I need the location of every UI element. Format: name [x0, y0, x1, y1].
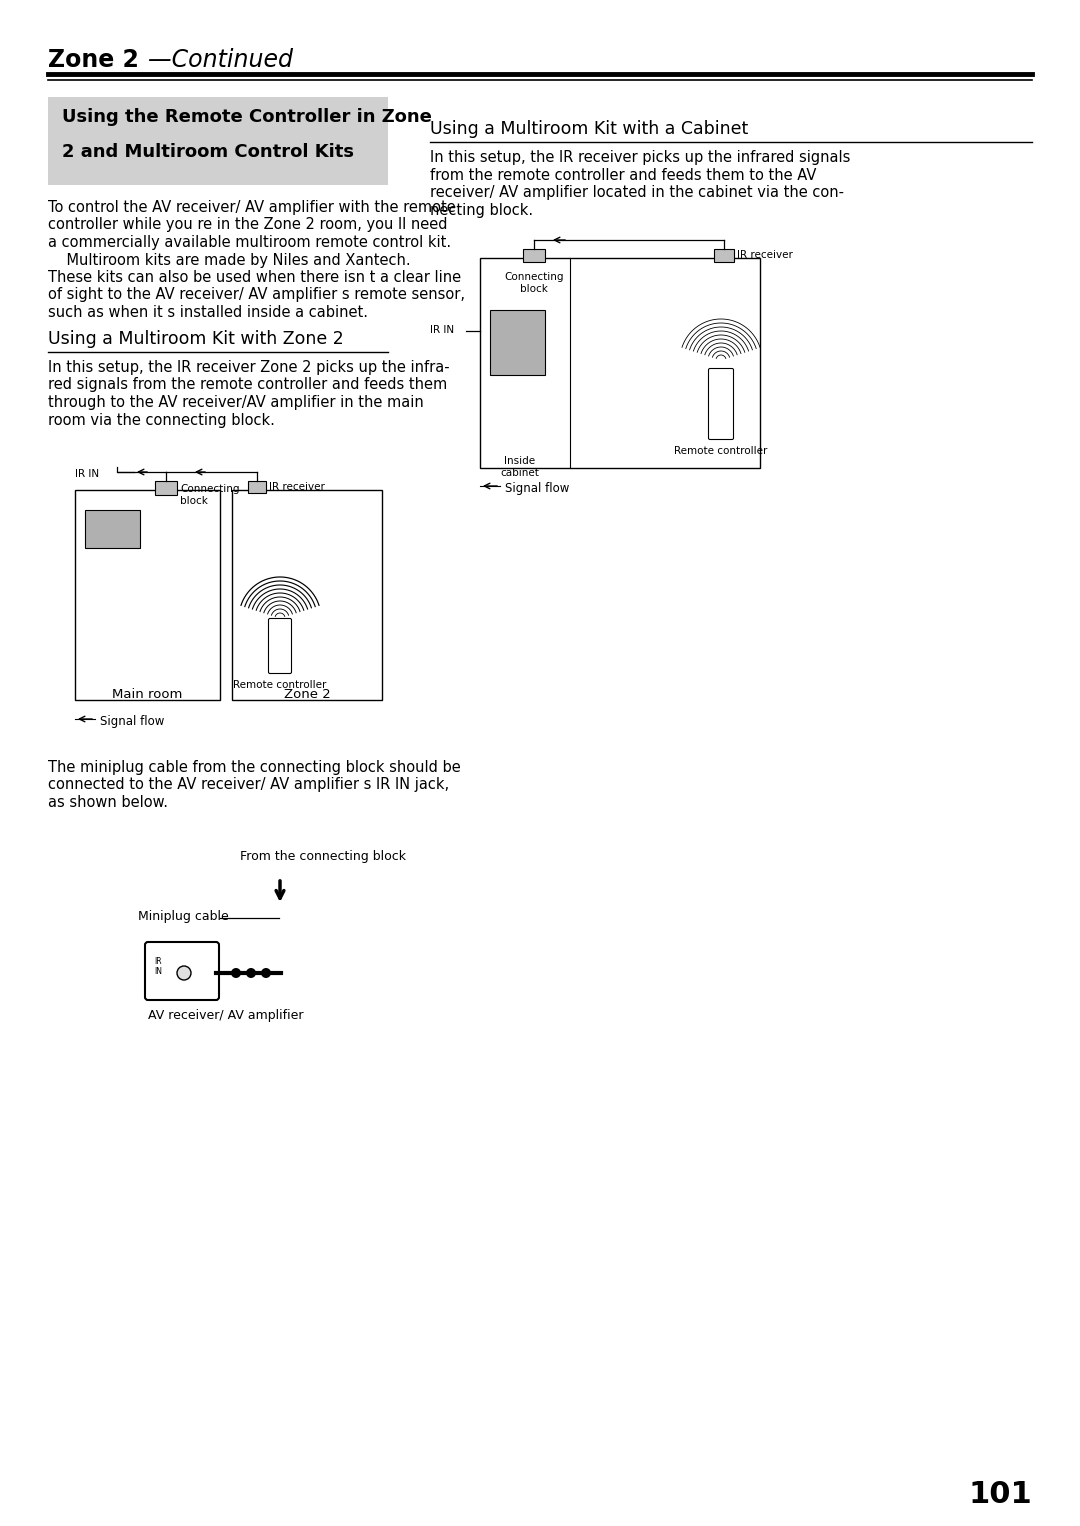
Text: IR IN: IR IN — [430, 325, 454, 336]
Text: IR IN: IR IN — [75, 468, 99, 479]
Text: Multiroom kits are made by Niles and Xantech.: Multiroom kits are made by Niles and Xan… — [48, 252, 410, 267]
FancyBboxPatch shape — [269, 618, 292, 673]
Bar — [714, 249, 734, 262]
Text: from the remote controller and feeds them to the AV: from the remote controller and feeds the… — [430, 168, 816, 183]
Circle shape — [177, 966, 191, 980]
Circle shape — [246, 967, 256, 978]
Text: through to the AV receiver/AV amplifier in the main: through to the AV receiver/AV amplifier … — [48, 395, 423, 410]
Bar — [232, 490, 382, 700]
Text: Signal flow: Signal flow — [100, 716, 164, 728]
Text: Remote controller: Remote controller — [674, 446, 768, 456]
Text: Miniplug cable: Miniplug cable — [138, 909, 229, 923]
Text: room via the connecting block.: room via the connecting block. — [48, 412, 275, 427]
Text: Using a Multiroom Kit with a Cabinet: Using a Multiroom Kit with a Cabinet — [430, 121, 748, 137]
Text: These kits can also be used when there isn t a clear line: These kits can also be used when there i… — [48, 270, 461, 285]
Bar — [480, 258, 760, 468]
Circle shape — [261, 967, 271, 978]
Text: —Continued: —Continued — [148, 47, 293, 72]
Text: necting block.: necting block. — [430, 203, 534, 218]
Bar — [48, 98, 388, 185]
Text: In this setup, the IR receiver picks up the infrared signals: In this setup, the IR receiver picks up … — [430, 150, 850, 165]
Text: Signal flow: Signal flow — [505, 482, 569, 494]
Text: Zone 2: Zone 2 — [284, 688, 330, 700]
Text: Zone 2: Zone 2 — [48, 47, 139, 72]
Text: a commercially available multiroom remote control kit.: a commercially available multiroom remot… — [48, 235, 451, 250]
Text: Inside
cabinet: Inside cabinet — [500, 456, 539, 478]
Text: 101: 101 — [969, 1480, 1032, 1509]
Text: The miniplug cable from the connecting block should be: The miniplug cable from the connecting b… — [48, 760, 461, 775]
FancyBboxPatch shape — [708, 368, 733, 439]
Circle shape — [231, 967, 241, 978]
Text: IR receiver: IR receiver — [269, 482, 325, 491]
Bar — [75, 490, 220, 700]
Text: Main room: Main room — [112, 688, 183, 700]
Text: red signals from the remote controller and feeds them: red signals from the remote controller a… — [48, 377, 447, 392]
Text: Connecting
block: Connecting block — [504, 272, 564, 295]
Text: Using the Remote Controller in Zone: Using the Remote Controller in Zone — [62, 108, 432, 127]
Text: From the connecting block: From the connecting block — [240, 850, 406, 864]
Text: IR receiver: IR receiver — [737, 250, 793, 259]
Text: IR
IN: IR IN — [154, 957, 162, 975]
Bar — [490, 310, 545, 375]
Text: of sight to the AV receiver/ AV amplifier s remote sensor,: of sight to the AV receiver/ AV amplifie… — [48, 287, 465, 302]
Bar — [248, 481, 266, 493]
FancyBboxPatch shape — [145, 942, 219, 1000]
Text: 2 and Multiroom Control Kits: 2 and Multiroom Control Kits — [62, 143, 354, 162]
Text: receiver/ AV amplifier located in the cabinet via the con-: receiver/ AV amplifier located in the ca… — [430, 185, 843, 200]
Text: Using a Multiroom Kit with Zone 2: Using a Multiroom Kit with Zone 2 — [48, 330, 343, 348]
Text: controller while you re in the Zone 2 room, you ll need: controller while you re in the Zone 2 ro… — [48, 218, 447, 232]
Text: as shown below.: as shown below. — [48, 795, 168, 810]
Text: Remote controller: Remote controller — [233, 681, 326, 690]
Bar — [156, 481, 177, 494]
Text: such as when it s installed inside a cabinet.: such as when it s installed inside a cab… — [48, 305, 368, 320]
Text: AV receiver/ AV amplifier: AV receiver/ AV amplifier — [148, 1009, 303, 1022]
Text: connected to the AV receiver/ AV amplifier s IR IN jack,: connected to the AV receiver/ AV amplifi… — [48, 778, 449, 792]
Bar — [523, 249, 545, 262]
Bar — [85, 510, 140, 548]
Text: In this setup, the IR receiver Zone 2 picks up the infra-: In this setup, the IR receiver Zone 2 pi… — [48, 360, 449, 375]
Text: Connecting
block: Connecting block — [180, 484, 240, 507]
Text: To control the AV receiver/ AV amplifier with the remote: To control the AV receiver/ AV amplifier… — [48, 200, 456, 215]
